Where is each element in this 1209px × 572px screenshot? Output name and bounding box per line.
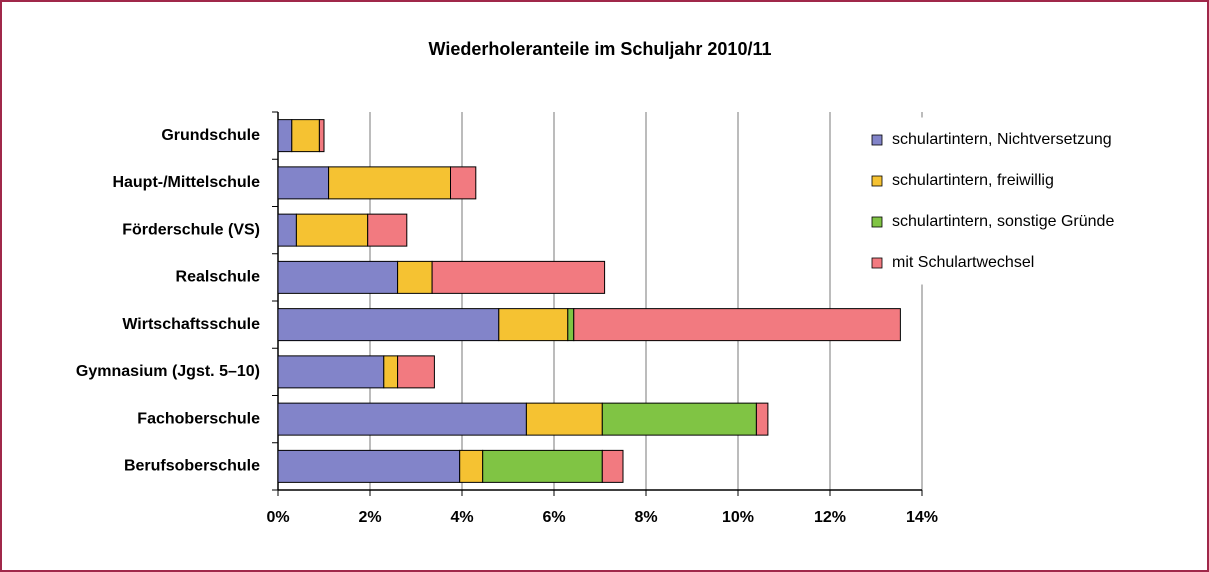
bar-segment [328, 166, 452, 200]
bar-segment [277, 260, 399, 294]
y-tick-label: Berufsoberschule [124, 458, 260, 475]
bar-segment [295, 213, 369, 247]
y-tick-label: Wirtschaftsschule [122, 316, 260, 333]
x-tick-label: 8% [634, 509, 657, 526]
bar-segment [277, 355, 385, 389]
y-tick-label: Realschule [176, 269, 261, 286]
x-tick-label: 12% [814, 509, 846, 526]
bar-segment [277, 449, 461, 483]
legend-label: schulartintern, sonstige Gründe [892, 213, 1114, 230]
x-tick-label: 4% [450, 509, 473, 526]
bar-segment [277, 119, 293, 153]
y-tick-label: Fachoberschule [137, 410, 260, 427]
bar-segment [318, 119, 325, 153]
bar-segment [755, 402, 769, 436]
x-tick-label: 0% [266, 509, 289, 526]
bar-segment [573, 308, 901, 342]
bar-segment [482, 449, 603, 483]
bar-segment [291, 119, 320, 153]
legend-marker [871, 216, 883, 228]
x-tick-label: 10% [722, 509, 754, 526]
legend-box [842, 117, 1196, 285]
bar-segment [450, 166, 477, 200]
bar-segment [397, 260, 433, 294]
x-tick-label: 2% [358, 509, 381, 526]
legend-marker [871, 257, 883, 269]
bar-segment [567, 308, 575, 342]
bar-segment [498, 308, 569, 342]
bar-segment [525, 402, 603, 436]
y-tick-label: Haupt-/Mittelschule [112, 174, 260, 191]
legend-marker [871, 134, 883, 146]
legend-label: schulartintern, Nichtversetzung [892, 131, 1112, 148]
y-tick-label: Grundschule [161, 127, 260, 144]
y-tick-label: Gymnasium (Jgst. 5–10) [76, 363, 260, 380]
x-tick-label: 14% [906, 509, 938, 526]
bar-segment [367, 213, 408, 247]
chart-title: Wiederholeranteile im Schuljahr 2010/11 [429, 39, 772, 59]
x-tick-label: 6% [542, 509, 565, 526]
bar-segment [277, 166, 330, 200]
bar-segment [397, 355, 435, 389]
bar-segment [383, 355, 399, 389]
bar-segment [431, 260, 606, 294]
legend-label: schulartintern, freiwillig [892, 172, 1054, 189]
legend-marker [871, 175, 883, 187]
y-tick-label: Förderschule (VS) [122, 221, 260, 238]
bar-segment [277, 308, 500, 342]
bar-segment [601, 449, 624, 483]
bar-segment [459, 449, 484, 483]
bar-segment [601, 402, 757, 436]
bar-segment [277, 402, 527, 436]
bar-segment [277, 213, 297, 247]
legend-label: mit Schulartwechsel [892, 254, 1034, 271]
